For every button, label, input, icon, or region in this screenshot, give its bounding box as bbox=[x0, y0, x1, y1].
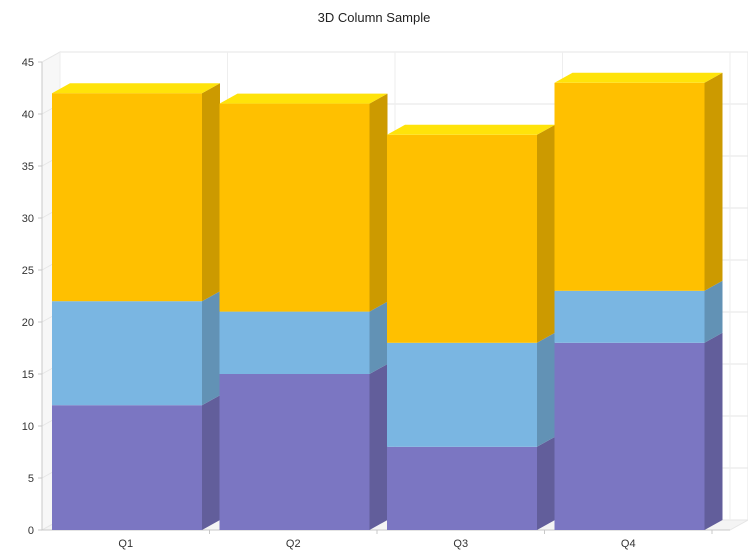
chart-title: 3D Column Sample bbox=[317, 10, 431, 25]
bar-segment bbox=[219, 374, 370, 530]
bar-segment-side bbox=[369, 93, 388, 312]
y-tick-label: 35 bbox=[22, 161, 34, 173]
bar-segment-side bbox=[202, 291, 220, 406]
gridline-diagonal bbox=[41, 51, 61, 63]
bar-segment-side bbox=[202, 83, 220, 302]
bar-segment-side bbox=[202, 395, 220, 530]
bar-top bbox=[554, 72, 723, 83]
bar-segment bbox=[554, 290, 705, 343]
bar-segment-side bbox=[537, 332, 555, 447]
bar-segment-side bbox=[704, 72, 723, 291]
y-tick-label: 25 bbox=[22, 265, 34, 277]
bar-segment bbox=[554, 82, 705, 291]
bar-segment-side bbox=[369, 364, 388, 530]
y-tick-label: 45 bbox=[22, 57, 34, 69]
x-tick-label: Q2 bbox=[286, 538, 301, 550]
y-tick-label: 40 bbox=[22, 109, 34, 121]
x-tick-label: Q3 bbox=[453, 538, 468, 550]
bar-top bbox=[387, 124, 555, 135]
bar-segment bbox=[219, 103, 370, 312]
bar-segment-side bbox=[704, 332, 723, 530]
x-tick-label: Q4 bbox=[621, 538, 636, 550]
y-tick-label: 5 bbox=[28, 473, 34, 485]
x-tick-label: Q1 bbox=[118, 538, 133, 550]
bar-top bbox=[52, 83, 220, 94]
bar-segment bbox=[52, 93, 202, 302]
bar-segment bbox=[52, 301, 202, 406]
y-tick-label: 20 bbox=[22, 317, 34, 329]
bar-segment-side bbox=[704, 280, 723, 343]
bar-segment-side bbox=[537, 436, 555, 530]
bar-segment-side bbox=[537, 124, 555, 343]
bar-segment bbox=[52, 405, 202, 530]
bar-segment bbox=[219, 311, 370, 374]
bar-segment bbox=[387, 342, 537, 447]
y-tick-label: 15 bbox=[22, 369, 34, 381]
bar-segment bbox=[387, 134, 537, 343]
bar-segment-side bbox=[369, 301, 388, 374]
bar-segment bbox=[554, 342, 705, 530]
y-tick-label: 10 bbox=[22, 421, 34, 433]
bar-top bbox=[219, 93, 388, 104]
y-tick-label: 0 bbox=[28, 525, 34, 537]
bar-segment bbox=[387, 446, 537, 530]
y-tick-label: 30 bbox=[22, 213, 34, 225]
